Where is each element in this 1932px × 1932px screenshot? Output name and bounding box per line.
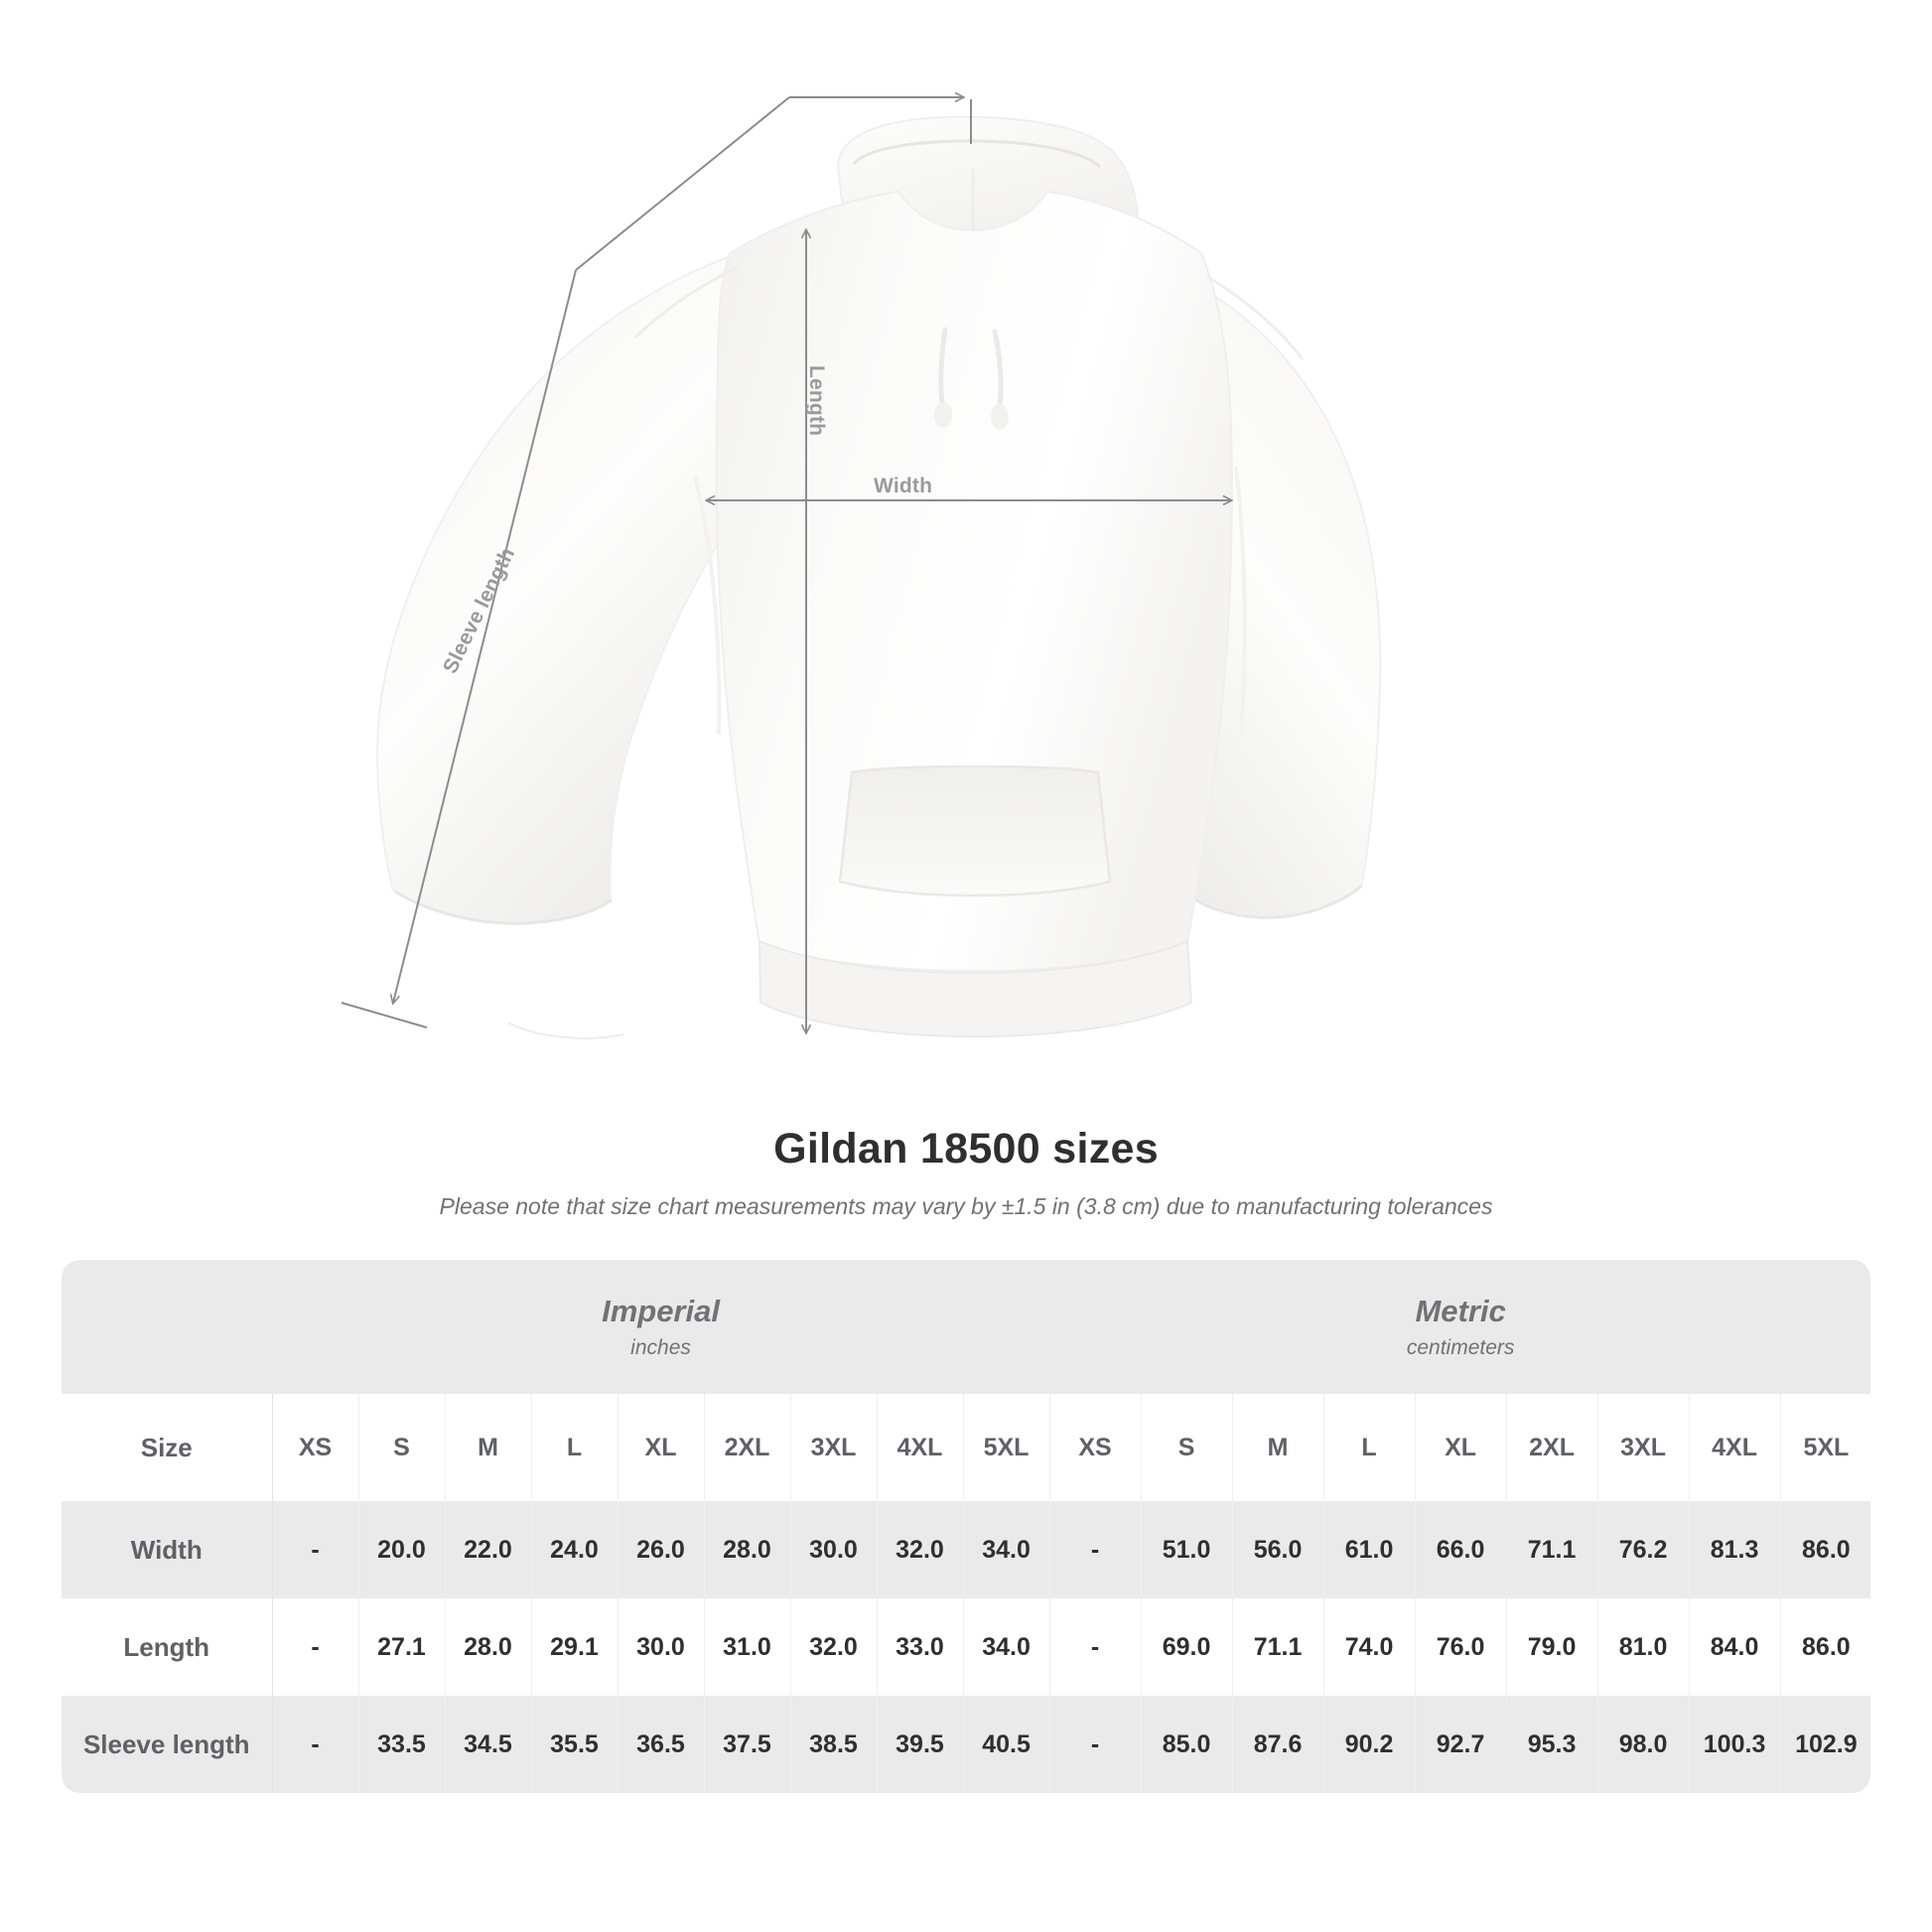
cell-width-imp-xs: -: [271, 1501, 359, 1598]
unit-header-imperial: Imperial inches: [272, 1260, 1050, 1394]
cell-sleeve-imp-xs: -: [271, 1696, 359, 1793]
cell-width-met-2xl: 71.1: [1506, 1501, 1598, 1598]
table-row: Sleeve length - 33.5 34.5 35.5 36.5 37.5…: [62, 1696, 1870, 1793]
title-block: Gildan 18500 sizes Please note that size…: [0, 1117, 1932, 1220]
measurement-overlay: [341, 0, 1932, 1117]
size-header-imp-xs: XS: [271, 1394, 359, 1501]
size-header-label: Size: [62, 1394, 273, 1501]
size-header-row: Size XS S M L XL 2XL 3XL 4XL 5XL XS S M …: [62, 1394, 1870, 1501]
cell-width-imp-m: 22.0: [445, 1501, 532, 1598]
cell-sleeve-met-2xl: 95.3: [1506, 1696, 1598, 1793]
cell-sleeve-imp-3xl: 38.5: [790, 1696, 878, 1793]
cell-width-imp-s: 20.0: [358, 1501, 446, 1598]
size-header-met-3xl: 3XL: [1597, 1394, 1690, 1501]
size-header-imp-m: M: [445, 1394, 532, 1501]
cell-length-imp-3xl: 32.0: [790, 1598, 878, 1696]
size-header-imp-4xl: 4XL: [877, 1394, 964, 1501]
row-label-length: Length: [62, 1598, 273, 1696]
cell-sleeve-met-xl: 92.7: [1415, 1696, 1507, 1793]
row-label-width: Width: [62, 1501, 273, 1598]
cell-length-imp-xs: -: [271, 1598, 359, 1696]
unit-name-metric: Metric: [1415, 1293, 1506, 1328]
unit-sub-metric: centimeters: [1406, 1336, 1515, 1360]
size-table-container: Imperial inches Metric centimeters Size …: [62, 1260, 1870, 1793]
cell-width-met-4xl: 81.3: [1689, 1501, 1781, 1598]
cell-width-imp-5xl: 34.0: [963, 1501, 1050, 1598]
cell-sleeve-imp-s: 33.5: [358, 1696, 446, 1793]
cell-length-met-5xl: 86.0: [1780, 1598, 1870, 1696]
size-header-met-4xl: 4XL: [1689, 1394, 1781, 1501]
cell-width-met-3xl: 76.2: [1597, 1501, 1690, 1598]
page-title: Gildan 18500 sizes: [773, 1125, 1159, 1173]
size-header-met-l: L: [1323, 1394, 1416, 1501]
cell-sleeve-met-m: 87.6: [1232, 1696, 1324, 1793]
cell-length-imp-m: 28.0: [445, 1598, 532, 1696]
width-dimension-label: Width: [874, 475, 933, 497]
size-header-met-xs: XS: [1048, 1394, 1142, 1501]
cell-sleeve-met-4xl: 100.3: [1689, 1696, 1781, 1793]
cell-length-met-xl: 76.0: [1415, 1598, 1507, 1696]
size-header-met-m: M: [1232, 1394, 1324, 1501]
cell-sleeve-imp-xl: 36.5: [618, 1696, 705, 1793]
garment-diagram: Length Width Sleeve length: [341, 0, 1932, 1117]
cell-width-imp-2xl: 28.0: [704, 1501, 791, 1598]
cell-length-met-2xl: 79.0: [1506, 1598, 1598, 1696]
cell-width-imp-3xl: 30.0: [790, 1501, 878, 1598]
size-header-imp-l: L: [531, 1394, 619, 1501]
cell-length-imp-4xl: 33.0: [877, 1598, 964, 1696]
table-row: Width - 20.0 22.0 24.0 26.0 28.0 30.0 32…: [62, 1501, 1870, 1598]
unit-name-imperial: Imperial: [602, 1293, 720, 1328]
unit-sub-imperial: inches: [630, 1336, 691, 1360]
cell-length-imp-5xl: 34.0: [963, 1598, 1050, 1696]
unit-header-metric: Metric centimeters: [1049, 1260, 1870, 1394]
cell-length-met-3xl: 81.0: [1597, 1598, 1690, 1696]
cell-sleeve-met-l: 90.2: [1323, 1696, 1416, 1793]
cell-length-met-4xl: 84.0: [1689, 1598, 1781, 1696]
size-header-imp-3xl: 3XL: [790, 1394, 878, 1501]
size-header-met-xl: XL: [1415, 1394, 1507, 1501]
cell-length-imp-2xl: 31.0: [704, 1598, 791, 1696]
unit-header-spacer: [62, 1260, 272, 1394]
cell-sleeve-met-3xl: 98.0: [1597, 1696, 1690, 1793]
row-label-sleeve-length: Sleeve length: [62, 1696, 273, 1793]
cell-sleeve-imp-5xl: 40.5: [963, 1696, 1050, 1793]
tolerance-note: Please note that size chart measurements…: [439, 1193, 1493, 1219]
hoodie-illustration: [375, 115, 1382, 1039]
size-table: Imperial inches Metric centimeters Size …: [62, 1260, 1870, 1793]
cell-sleeve-imp-2xl: 37.5: [704, 1696, 791, 1793]
cell-sleeve-met-5xl: 102.9: [1780, 1696, 1870, 1793]
cell-width-met-5xl: 86.0: [1780, 1501, 1870, 1598]
length-dimension-label: Length: [805, 365, 828, 437]
cell-width-met-s: 51.0: [1141, 1501, 1233, 1598]
cell-length-met-xs: -: [1048, 1598, 1142, 1696]
cell-sleeve-met-s: 85.0: [1141, 1696, 1233, 1793]
size-header-met-5xl: 5XL: [1780, 1394, 1870, 1501]
cell-length-imp-l: 29.1: [531, 1598, 619, 1696]
cell-width-met-l: 61.0: [1323, 1501, 1416, 1598]
cell-width-met-m: 56.0: [1232, 1501, 1324, 1598]
cell-length-imp-s: 27.1: [358, 1598, 446, 1696]
cell-length-met-m: 71.1: [1232, 1598, 1324, 1696]
table-row: Length - 27.1 28.0 29.1 30.0 31.0 32.0 3…: [62, 1598, 1870, 1696]
cell-sleeve-imp-l: 35.5: [531, 1696, 619, 1793]
unit-header-row: Imperial inches Metric centimeters: [62, 1260, 1870, 1394]
size-header-met-s: S: [1141, 1394, 1233, 1501]
cell-length-met-l: 74.0: [1323, 1598, 1416, 1696]
cell-sleeve-imp-m: 34.5: [445, 1696, 532, 1793]
cell-sleeve-imp-4xl: 39.5: [877, 1696, 964, 1793]
cell-width-imp-xl: 26.0: [618, 1501, 705, 1598]
size-header-imp-5xl: 5XL: [963, 1394, 1050, 1501]
size-header-imp-s: S: [358, 1394, 446, 1501]
cell-length-met-s: 69.0: [1141, 1598, 1233, 1696]
size-header-met-2xl: 2XL: [1506, 1394, 1598, 1501]
cell-width-met-xl: 66.0: [1415, 1501, 1507, 1598]
cell-width-imp-4xl: 32.0: [877, 1501, 964, 1598]
size-header-imp-xl: XL: [618, 1394, 705, 1501]
cell-sleeve-met-xs: -: [1048, 1696, 1142, 1793]
cell-length-imp-xl: 30.0: [618, 1598, 705, 1696]
size-header-imp-2xl: 2XL: [704, 1394, 791, 1501]
cell-width-met-xs: -: [1048, 1501, 1142, 1598]
cell-width-imp-l: 24.0: [531, 1501, 619, 1598]
